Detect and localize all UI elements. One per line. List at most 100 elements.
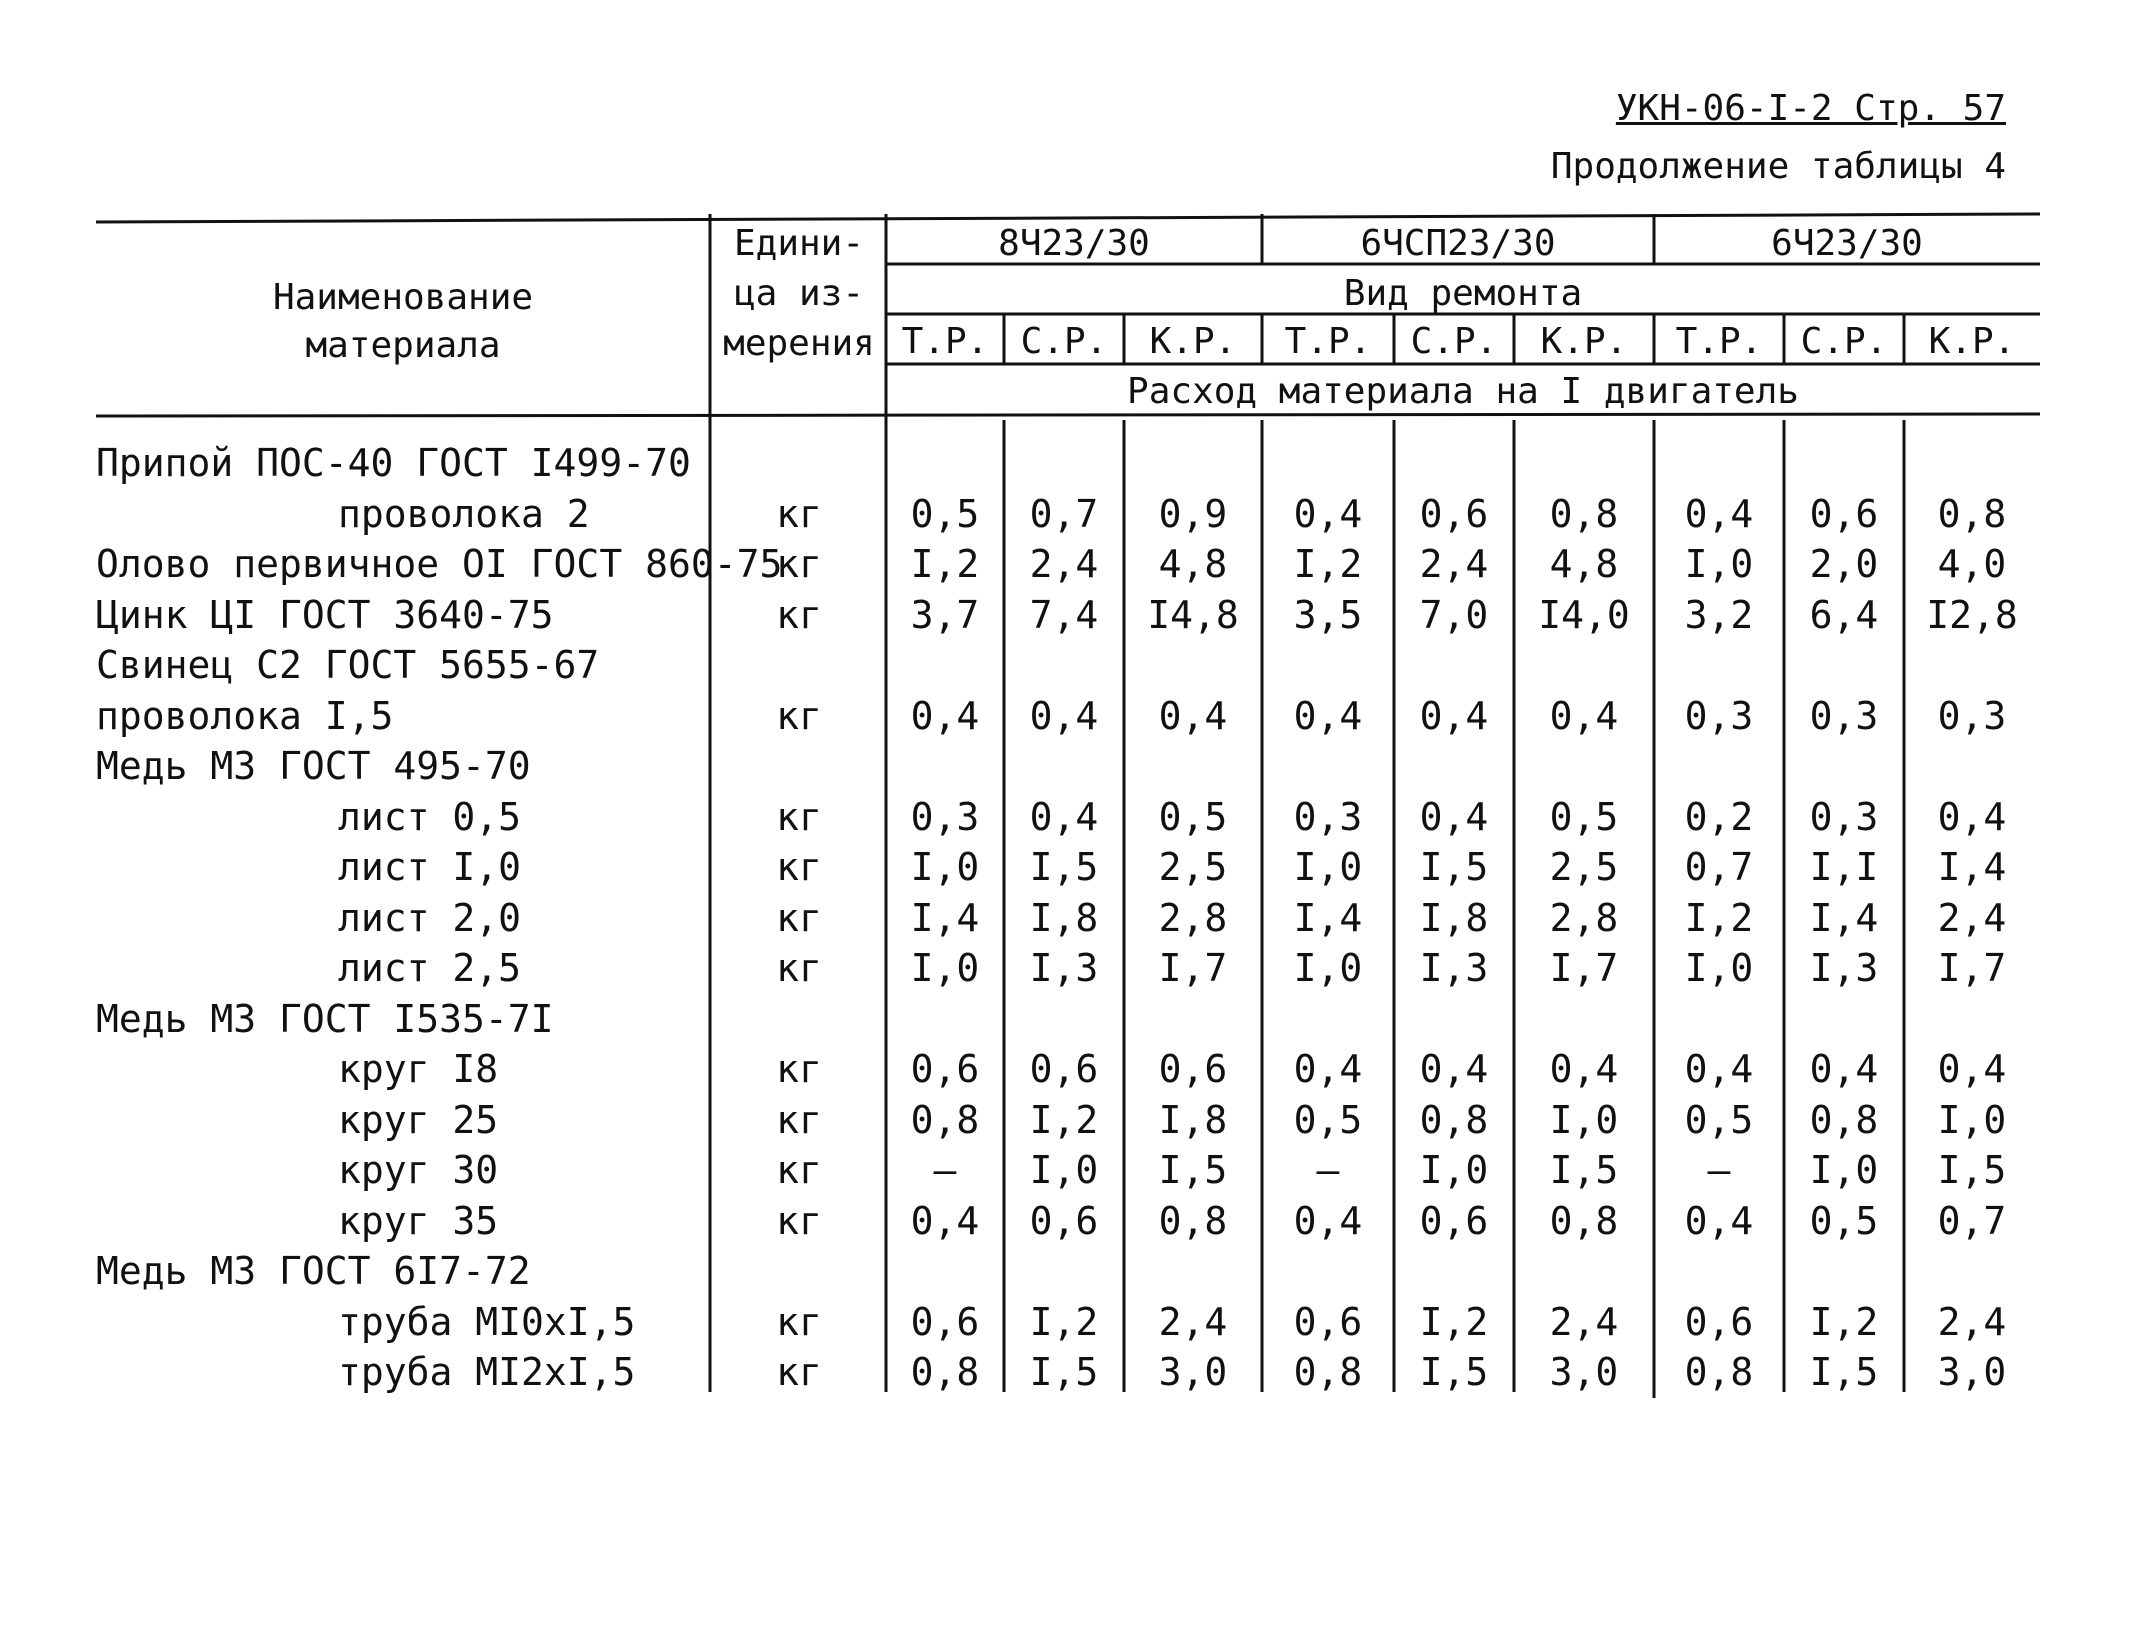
unit-cell: кг [776,1300,822,1344]
value-cell: I,0 [1937,1098,2007,1142]
value-cell: 0,4 [1158,694,1228,738]
value-cell: 0,4 [1293,1047,1363,1091]
material-name: Медь М3 ГОСТ 6I7-72 [96,1249,531,1293]
value-cell: I,4 [1809,896,1879,940]
value-cell: I,0 [910,946,980,990]
table-continuation-title: Продолжение таблицы 4 [1550,146,2006,187]
value-cell: I,5 [1029,1350,1099,1394]
value-cell: 0,4 [1549,694,1619,738]
header-engine-3: 6Ч23/30 [1771,223,1923,264]
value-cell: I,7 [1549,946,1619,990]
value-cell: 0,4 [1937,1047,2007,1091]
unit-cell: кг [776,492,822,536]
unit-cell: кг [776,1047,822,1091]
material-name: труба МI2хI,5 [338,1350,636,1394]
value-cell: 0,4 [910,1199,980,1243]
material-name: Олово первичное OI ГОСТ 860-75 [96,542,783,586]
value-cell: I,5 [1549,1148,1619,1192]
value-cell: I,I [1809,845,1879,889]
value-cell: 6,4 [1809,593,1879,637]
material-name: круг 30 [338,1148,499,1192]
unit-cell: кг [776,694,822,738]
repair-col-separators [1002,314,1906,364]
header-name-line-1: Наименование [272,277,534,318]
value-cell: 2,4 [1549,1300,1619,1344]
value-cell: 2,4 [1419,542,1489,586]
value-cell: 0,8 [1419,1098,1489,1142]
unit-cell: кг [776,1350,822,1394]
document-code: УКН-06-I-2 Стр. 57 [1615,88,2006,129]
value-cell: 0,5 [1809,1199,1879,1243]
value-cell: I,0 [1419,1148,1489,1192]
material-name: Медь М3 ГОСТ 495-70 [96,744,531,788]
value-cell: I,0 [910,845,980,889]
header-repair-col: К.Р. [1149,321,1237,362]
value-cell: I,3 [1029,946,1099,990]
value-cell: 2,0 [1809,542,1879,586]
value-cell: 2,5 [1158,845,1228,889]
value-cell: I,5 [1029,845,1099,889]
material-name: круг I8 [338,1047,499,1091]
unit-cell: кг [776,1098,822,1142]
value-cell: 0,4 [1293,492,1363,536]
value-cell: 0,8 [910,1350,980,1394]
value-cell: 3,0 [1937,1350,2007,1394]
value-cell: 2,4 [1158,1300,1228,1344]
material-name: Цинк ЦI ГОСТ 3640-75 [96,593,554,637]
value-cell: 4,8 [1549,542,1619,586]
value-cell: 0,4 [1684,492,1754,536]
header-repair-col: Т.Р. [1284,321,1372,362]
value-cell: I,7 [1158,946,1228,990]
value-cell: 7,0 [1419,593,1489,637]
value-cell: 0,4 [1684,1047,1754,1091]
material-name: проволока 2 [338,492,590,536]
value-cell: – [933,1148,957,1192]
unit-cell: кг [776,593,822,637]
value-cell: I,2 [1809,1300,1879,1344]
value-cell: 0,2 [1684,795,1754,839]
value-cell: I,2 [1029,1300,1099,1344]
value-cell: 4,0 [1937,542,2007,586]
unit-cell: кг [776,1199,822,1243]
value-cell: 7,4 [1029,593,1099,637]
value-cell: 0,3 [910,795,980,839]
unit-cell: кг [776,795,822,839]
value-cell: 0,4 [1549,1047,1619,1091]
value-cell: I4,8 [1147,593,1239,637]
value-cell: 0,8 [1549,1199,1619,1243]
value-cell: 0,8 [910,1098,980,1142]
value-cell: I,0 [1549,1098,1619,1142]
header-consumption: Расход материала на I двигатель [1127,371,1799,412]
value-cell: 2,8 [1158,896,1228,940]
unit-cell: кг [776,845,822,889]
material-name: круг 25 [338,1098,499,1142]
value-cell: 2,8 [1549,896,1619,940]
unit-cell: кг [776,542,822,586]
value-cell: I2,8 [1926,593,2018,637]
value-cell: 0,4 [1419,1047,1489,1091]
value-cell: I,7 [1937,946,2007,990]
value-cell: 3,2 [1684,593,1754,637]
header-name-line-2: материала [305,325,501,366]
value-cell: I,0 [1684,946,1754,990]
material-name: Свинец С2 ГОСТ 5655-67 [96,643,600,687]
value-cell: 0,6 [1158,1047,1228,1091]
value-cell: 0,6 [1419,492,1489,536]
material-name: лист I,0 [338,845,522,889]
value-cell: I,5 [1419,845,1489,889]
value-cell: 0,5 [910,492,980,536]
value-cell: 0,6 [910,1047,980,1091]
value-cell: 0,6 [1029,1047,1099,1091]
header-repair-col: К.Р. [1928,321,2016,362]
header-engine-1: 8Ч23/30 [998,223,1150,264]
value-cell: 0,5 [1293,1098,1363,1142]
value-cell: 0,7 [1937,1199,2007,1243]
value-cell: 0,8 [1684,1350,1754,1394]
header-repair-type: Вид ремонта [1343,273,1583,314]
value-cell: 0,8 [1549,492,1619,536]
value-cell: 0,3 [1293,795,1363,839]
value-cell: 0,3 [1809,795,1879,839]
value-cell: 0,8 [1158,1199,1228,1243]
value-cell: I,0 [1293,845,1363,889]
value-cell: 0,9 [1158,492,1228,536]
